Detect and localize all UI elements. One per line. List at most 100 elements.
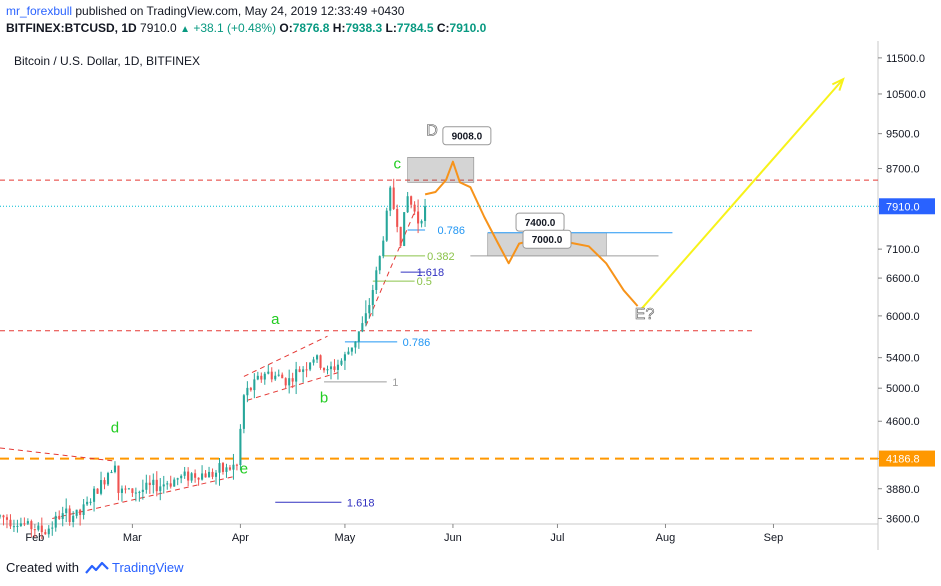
up-arrow-icon: ▲: [180, 24, 190, 35]
candle-body: [225, 467, 228, 472]
candle-body: [312, 359, 315, 363]
author-link[interactable]: mr_forexbull: [6, 4, 73, 18]
candle-body: [106, 473, 110, 485]
fib-level-label: 0.382: [427, 251, 455, 263]
candle-body: [371, 290, 374, 306]
wave-label: a: [271, 311, 280, 328]
candle-body: [375, 270, 378, 291]
wave-target-label: E?: [635, 306, 655, 323]
candle-body: [204, 473, 207, 478]
candle-body: [72, 515, 75, 523]
open-value: 7876.8: [292, 21, 330, 35]
candle-body: [288, 378, 291, 386]
candle-body: [127, 488, 130, 490]
candle-body: [208, 471, 211, 478]
high-label: H:: [332, 21, 346, 35]
price-chart[interactable]: Bitcoin / U.S. Dollar, 1D, BITFINEX 11500…: [0, 40, 941, 550]
candle-body: [385, 210, 388, 241]
wave-target-label: D: [426, 123, 438, 140]
candle-body: [89, 501, 92, 503]
candle-body: [406, 196, 409, 213]
time-tick-label: Apr: [232, 532, 249, 544]
target-arrow-head: [831, 77, 845, 91]
candle-body: [424, 206, 427, 221]
fib-level-label: 1: [392, 377, 398, 389]
brand-label: TradingView: [111, 560, 184, 575]
candle-body: [249, 387, 252, 391]
candle-body: [214, 472, 218, 477]
candle-body: [86, 501, 89, 505]
candle-body: [396, 208, 399, 227]
projection-path: [424, 160, 639, 307]
candle-body: [389, 187, 392, 211]
fib-level-label: 1.618: [417, 267, 445, 279]
high-value: 7938.3: [345, 21, 383, 35]
candle-body: [47, 528, 50, 535]
candle-body: [110, 472, 113, 474]
candle-body: [54, 515, 57, 528]
candle-body: [246, 387, 249, 396]
candle-body: [347, 351, 350, 355]
candle-body: [242, 395, 245, 429]
candle-body: [120, 488, 123, 493]
price-tick-label: 6000.0: [886, 311, 920, 323]
candle-body: [5, 517, 9, 520]
candle-body: [30, 521, 33, 530]
price-callout-box: [522, 229, 572, 249]
candle-body: [148, 482, 151, 486]
price-tick-label: 5400.0: [886, 353, 920, 365]
candle-body: [155, 479, 158, 492]
candle-body: [131, 488, 134, 493]
candle-body: [263, 373, 266, 380]
wave-label: e: [240, 461, 248, 478]
candle-body: [316, 355, 319, 360]
candle-body: [23, 523, 26, 525]
candle-body: [19, 523, 22, 526]
price-tick-label: 11500.0: [886, 53, 925, 65]
time-tick-label: Jul: [550, 532, 564, 544]
candle-body: [281, 374, 284, 379]
price-callout-label: 9008.0: [452, 132, 483, 143]
close-value: 7910.0: [449, 21, 487, 35]
candle-body: [134, 492, 137, 494]
low-value: 7784.5: [396, 21, 434, 35]
fib-level-label: 0.786: [403, 337, 431, 349]
tradingview-brand-link[interactable]: TradingView: [85, 560, 184, 575]
price-tick-label: 7100.0: [886, 244, 920, 256]
candle-body: [166, 483, 169, 485]
candle-body: [211, 471, 214, 477]
symbol-label: BITFINEX:BTCUSD, 1D: [6, 21, 137, 35]
trend-line: [365, 211, 416, 327]
candle-body: [221, 463, 225, 472]
candle-body: [378, 256, 381, 271]
candle-body: [190, 473, 193, 481]
candle-body: [392, 187, 395, 209]
price-tick-label: 4186.8: [886, 454, 920, 466]
price-tick-label: 3600.0: [886, 513, 920, 525]
candle-body: [61, 513, 64, 519]
candle-body: [96, 488, 99, 494]
price-callout-label: 7400.0: [525, 218, 556, 229]
candle-body: [93, 488, 96, 502]
candle-body: [162, 484, 165, 487]
price-tick-label: 9500.0: [886, 129, 920, 141]
candle-body: [368, 305, 371, 314]
fib-level-label: 1.618: [347, 497, 375, 509]
fib-level-label: 0.5: [417, 276, 432, 288]
price-callout-box: [442, 126, 492, 146]
candle-body: [309, 362, 312, 370]
candle-body: [382, 240, 385, 257]
candle-body: [305, 369, 308, 371]
price-tag: [879, 198, 935, 215]
candle-body: [357, 331, 360, 342]
candle-body: [197, 477, 200, 480]
trend-line: [0, 447, 116, 462]
candle-body: [343, 354, 346, 361]
ohlc-bar: BITFINEX:BTCUSD, 1D 7910.0 ▲ +38.1 (+0.4…: [6, 21, 486, 35]
candle-body: [82, 504, 85, 515]
candle-body: [113, 465, 117, 473]
candle-body: [183, 471, 186, 476]
wave-label: d: [111, 420, 119, 437]
candle-body: [319, 355, 322, 368]
candle-body: [138, 491, 141, 493]
